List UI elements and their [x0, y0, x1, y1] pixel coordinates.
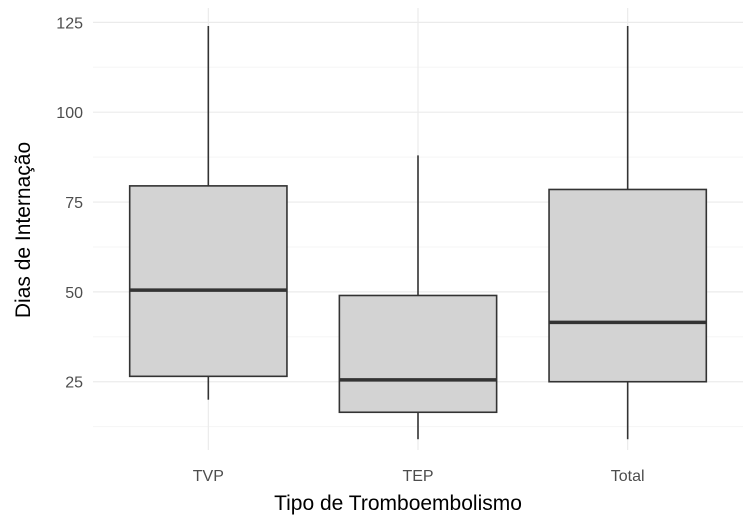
box-tep: [338, 294, 498, 414]
y-axis-ticks: 25 50 75 100 125: [56, 15, 83, 391]
y-tick-label: 100: [56, 105, 83, 122]
y-axis-title: Dias de Internação: [12, 142, 35, 318]
x-tick-label: TEP: [402, 468, 433, 485]
box-tvp: [128, 185, 288, 378]
x-tick-label: TVP: [193, 468, 224, 485]
y-tick-label: 25: [65, 375, 83, 392]
y-tick-label: 50: [65, 285, 83, 302]
y-tick-label: 125: [56, 15, 83, 32]
x-tick-label: Total: [611, 468, 645, 485]
y-tick-label: 75: [65, 195, 83, 212]
x-axis-ticks: TVP TEP Total: [193, 468, 645, 485]
x-axis-title: Tipo de Tromboembolismo: [274, 492, 522, 515]
box-total: [548, 188, 708, 383]
box-series: [128, 25, 708, 440]
